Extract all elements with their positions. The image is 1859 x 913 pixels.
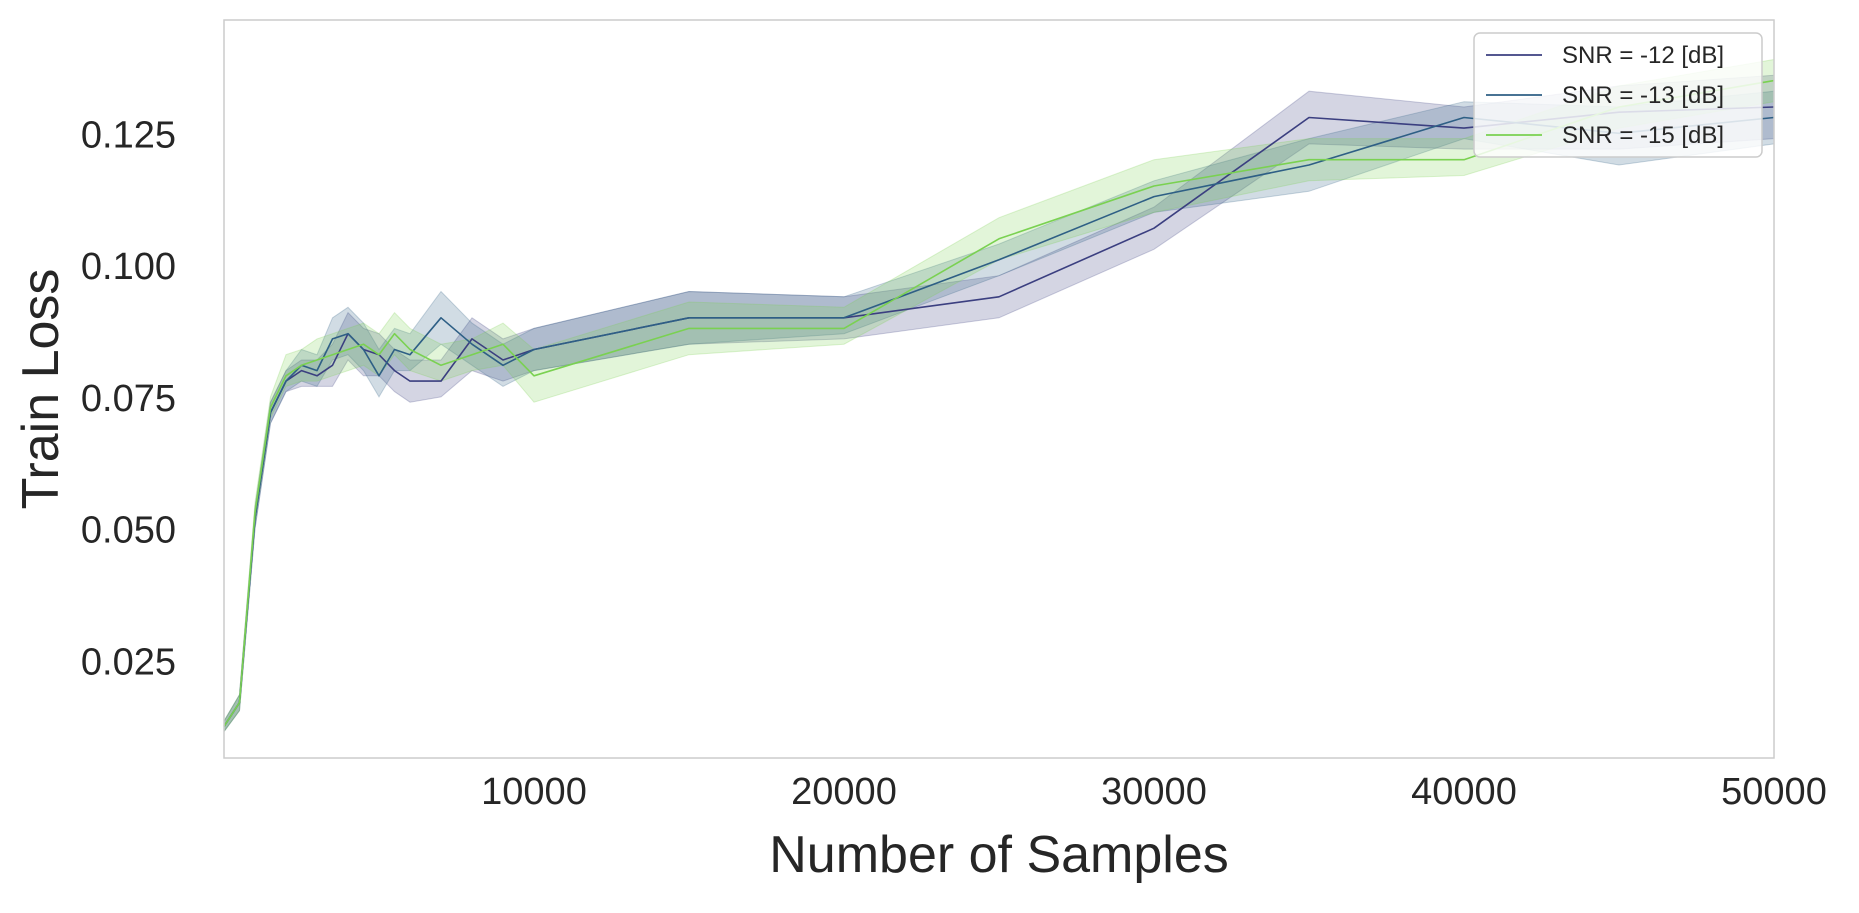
legend-box: [1473, 32, 1763, 158]
legend-label: SNR = -13 [dB]: [1562, 82, 1724, 109]
legend: SNR = -12 [dB] SNR = -13 [dB] SNR = -15 [d…: [1473, 32, 1763, 158]
confidence-bands: [223, 58, 1775, 734]
legend-label: SNR = -12 [dB]: [1562, 42, 1724, 69]
confidence-band-2: [223, 90, 1775, 734]
y-tick-label: 0.100: [81, 246, 176, 288]
series-line-2: [223, 116, 1775, 727]
y-tick-label: 0.050: [81, 510, 176, 552]
x-axis-label: Number of Samples: [769, 826, 1229, 884]
y-tick-label: 0.075: [81, 378, 176, 420]
x-tick-label: 50000: [1721, 771, 1827, 813]
y-axis-ticks: 0.025 0.050 0.075 0.100 0.125: [81, 114, 176, 683]
x-tick-label: 10000: [481, 771, 587, 813]
y-axis-label: Train Loss: [12, 269, 70, 510]
confidence-band-1: [223, 74, 1775, 734]
series-line-3: [223, 79, 1775, 727]
y-tick-label: 0.125: [81, 114, 176, 156]
x-tick-label: 20000: [791, 771, 897, 813]
plot-frame: [223, 19, 1775, 759]
legend-label: SNR = -15 [dB]: [1562, 122, 1724, 149]
y-tick-label: 0.025: [81, 641, 176, 683]
series-line-1: [223, 106, 1775, 727]
x-axis-ticks: 10000 20000 30000 40000 50000: [481, 771, 1827, 813]
x-tick-label: 30000: [1101, 771, 1207, 813]
series-lines: [223, 79, 1775, 727]
x-tick-label: 40000: [1411, 771, 1517, 813]
confidence-band-3: [223, 58, 1775, 734]
